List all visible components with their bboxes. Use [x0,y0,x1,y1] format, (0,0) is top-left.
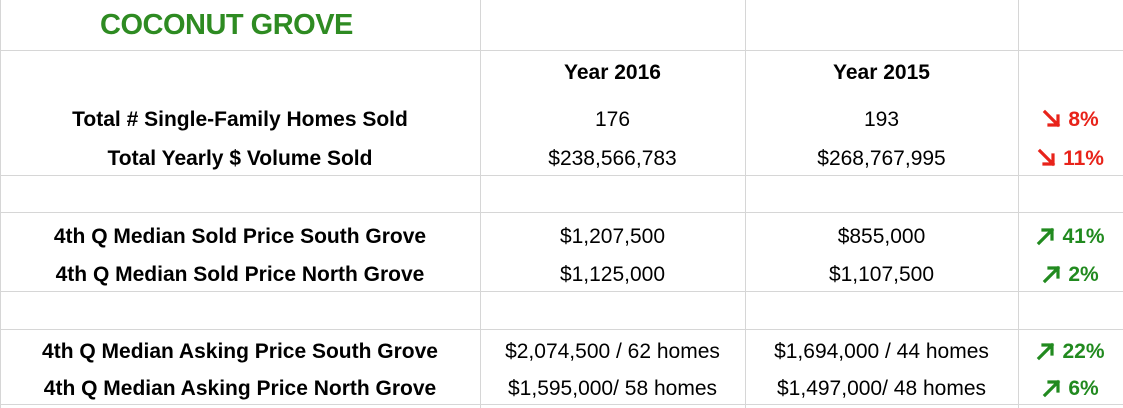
column-header-2015: Year 2015 [833,60,930,84]
value-2016: $1,125,000 [559,262,666,286]
arrow-up-right-icon [1043,379,1061,398]
row-label: Total # Single-Family Homes Sold [72,107,408,131]
value-2015: $855,000 [837,224,926,248]
row-label: 4th Q Median Sold Price North Grove [55,262,425,286]
change-value: 41% [1062,224,1105,248]
arrow-up-right-icon [1043,265,1061,284]
change-indicator: 41% [1018,222,1123,250]
value-2015: 193 [863,107,900,131]
row-label: 4th Q Median Asking Price South Grove [42,339,438,363]
value-2016: $2,074,500 / 62 homes [505,339,720,363]
row-label: Total Yearly $ Volume Sold [107,146,373,170]
value-2015: $1,694,000 / 44 homes [774,339,989,363]
change-value: 11% [1063,146,1104,170]
value-2015: $268,767,995 [817,146,946,170]
value-2016: 176 [594,107,631,131]
value-2016: $1,595,000/ 58 homes [508,376,717,400]
change-indicator: 22% [1018,337,1123,365]
change-indicator: 6% [1018,374,1123,402]
arrow-up-right-icon [1037,342,1055,361]
value-2016: $1,207,500 [559,224,666,248]
arrow-down-right-icon [1037,148,1056,167]
row-label: 4th Q Median Sold Price South Grove [53,224,427,248]
change-value: 6% [1068,376,1099,400]
value-2015: $1,107,500 [828,262,935,286]
change-value: 22% [1062,339,1105,363]
change-value: 2% [1068,262,1099,286]
change-indicator: 2% [1018,260,1123,288]
value-2015: $1,497,000/ 48 homes [777,376,986,400]
arrow-down-right-icon [1043,109,1061,128]
change-value: 8% [1068,107,1099,131]
row-label: 4th Q Median Asking Price North Grove [43,376,437,400]
page-title: COCONUT GROVE [100,8,353,41]
column-header-2016: Year 2016 [564,60,661,84]
value-2016: $238,566,783 [548,146,677,170]
change-indicator: 8% [1018,105,1123,133]
arrow-up-right-icon [1037,227,1055,246]
change-indicator: 11% [1018,144,1123,172]
